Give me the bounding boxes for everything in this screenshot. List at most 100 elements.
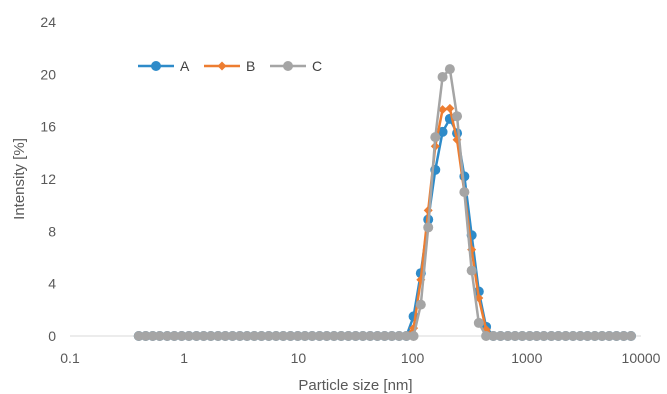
series-c-point (560, 331, 571, 341)
series-c-line (138, 67, 631, 338)
series-c-point (589, 331, 600, 341)
series-c-point (271, 331, 282, 341)
series-c-point (386, 331, 397, 341)
series-group (133, 64, 636, 341)
y-axis-title: Intensity [%] (11, 138, 28, 220)
legend-item-b: B (204, 58, 255, 74)
series-c-point (575, 331, 586, 341)
series-c-point (365, 331, 376, 341)
legend-item-a: A (138, 58, 190, 74)
series-c-point (350, 331, 361, 341)
x-tick-label: 1000 (511, 350, 542, 366)
series-c-point (481, 331, 492, 341)
series-c-point (321, 331, 332, 341)
legend-label: C (312, 58, 322, 74)
series-c (133, 64, 636, 341)
series-c-point (147, 331, 158, 341)
series-c-point (394, 331, 405, 341)
series-c-point (227, 331, 238, 341)
series-c-point (307, 331, 318, 341)
series-a-line (138, 117, 631, 338)
series-c-point (379, 331, 390, 341)
series-c-point (625, 331, 636, 341)
series-c-point (488, 331, 499, 341)
series-c-point (444, 64, 455, 75)
series-c-point (191, 331, 202, 341)
series-c-point (234, 331, 245, 341)
series-c-point (343, 331, 354, 341)
series-c-point (357, 331, 368, 341)
series-c-point (205, 331, 216, 341)
series-c-point (314, 331, 325, 341)
series-c-point (430, 132, 441, 143)
series-a (133, 113, 636, 341)
series-c-point (517, 331, 528, 341)
y-tick-label: 0 (48, 328, 56, 344)
series-c-point (495, 331, 506, 341)
legend: A B C (138, 58, 322, 74)
series-c-point (285, 331, 296, 341)
series-c-point (220, 331, 231, 341)
series-c-point (415, 299, 426, 310)
series-c-point (292, 331, 303, 341)
series-c-point (568, 331, 579, 341)
series-c-point (611, 331, 622, 341)
x-tick-label: 0.1 (60, 350, 80, 366)
y-tick-label: 24 (40, 14, 56, 30)
series-c-point (242, 331, 253, 341)
x-tick-label: 100 (401, 350, 425, 366)
series-c-point (169, 331, 180, 341)
series-c-point (582, 331, 593, 341)
series-c-point (553, 331, 564, 341)
legend-label: A (180, 58, 190, 74)
series-c-point (423, 222, 434, 233)
series-c-point (466, 265, 477, 276)
series-c-point (502, 331, 513, 341)
series-c-point (524, 331, 535, 341)
series-c-point (336, 331, 347, 341)
series-c-point (154, 331, 165, 341)
series-c-point (176, 331, 187, 341)
series-c-point (401, 331, 412, 341)
series-c-point (278, 331, 289, 341)
series-c-point (452, 111, 463, 122)
series-c-point (546, 331, 557, 341)
series-b-point (445, 103, 455, 113)
series-c-point (198, 331, 209, 341)
series-c-point (183, 331, 194, 341)
series-b-point (438, 105, 448, 115)
legend-label: B (246, 58, 255, 74)
series-c-point (408, 331, 419, 341)
series-c-point (473, 317, 484, 328)
series-c-point (256, 331, 267, 341)
series-c-point (133, 331, 144, 341)
series-c-point (531, 331, 542, 341)
series-a-point (437, 126, 448, 137)
legend-marker (151, 61, 161, 71)
series-c-point (372, 331, 383, 341)
series-c-point (299, 331, 310, 341)
series-c-point (213, 331, 224, 341)
series-c-point (140, 331, 151, 341)
series-c-point (597, 331, 608, 341)
axes-group: 0 4 8 12 16 20 24 0.1 1 10 100 1000 10000 (40, 14, 660, 366)
series-c-point (604, 331, 615, 341)
series-c-point (329, 331, 340, 341)
series-c-point (459, 187, 470, 198)
series-c-point (249, 331, 260, 341)
series-c-point (263, 331, 274, 341)
x-tick-label: 1 (180, 350, 188, 366)
y-tick-label: 16 (40, 119, 56, 135)
y-tick-label: 4 (48, 276, 56, 292)
x-tick-label: 10 (291, 350, 307, 366)
legend-marker (217, 61, 227, 71)
series-c-point (510, 331, 521, 341)
series-c-point (618, 331, 629, 341)
x-tick-label: 10000 (622, 350, 661, 366)
series-c-point (162, 331, 173, 341)
legend-marker (283, 61, 293, 71)
legend-item-c: C (270, 58, 322, 74)
series-b (134, 103, 636, 341)
